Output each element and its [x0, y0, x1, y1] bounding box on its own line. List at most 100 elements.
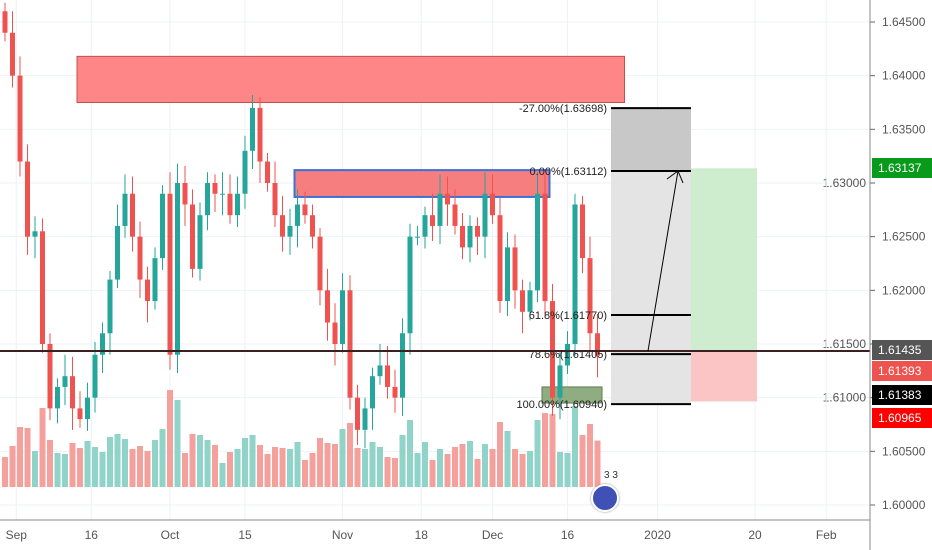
volume-bar	[504, 431, 511, 487]
volume-bar	[347, 423, 353, 487]
candle-body	[100, 333, 105, 355]
fib-level-label: 100.00%(1.60940)	[516, 399, 607, 411]
candle-body	[212, 182, 218, 194]
candle-body	[340, 290, 345, 344]
candle-body	[92, 354, 98, 398]
volume-bar	[234, 449, 241, 487]
candle-body	[385, 365, 390, 387]
candle-body	[10, 32, 15, 76]
candle-body	[580, 204, 585, 259]
volume-bar	[422, 442, 428, 487]
y-tick-label: 1.61000	[823, 391, 867, 405]
candle-body	[430, 215, 435, 226]
candle-body	[272, 182, 278, 216]
volume-bar	[107, 437, 113, 487]
volume-bar	[557, 452, 563, 487]
y-tick-label: 1.61500	[823, 337, 867, 351]
candle-body	[310, 215, 315, 237]
candle-body	[137, 236, 143, 280]
volume-bar	[32, 451, 38, 487]
volume-bar	[2, 457, 8, 487]
candle-body	[17, 75, 23, 162]
volume-bar	[279, 448, 286, 487]
volume-bar	[174, 400, 181, 487]
volume-bar	[587, 424, 593, 487]
volume-bar	[594, 440, 601, 487]
volume-bar	[242, 438, 248, 487]
volume-bar	[377, 447, 383, 487]
fib-level-label: 78.6%(1.61405)	[529, 349, 607, 361]
candle-body	[497, 215, 503, 302]
volume-bar	[324, 443, 331, 487]
candle-body	[160, 193, 165, 259]
long-position-target-zone	[691, 168, 757, 351]
volume-bar	[482, 444, 488, 487]
arrow-line	[647, 170, 679, 352]
volume-bar	[444, 454, 451, 487]
candle-body	[377, 365, 383, 377]
y-tick-label: 1.63500	[882, 122, 926, 136]
x-tick-label: 16	[85, 528, 99, 542]
volume-bar	[497, 422, 503, 487]
volume-bar	[489, 449, 496, 487]
volume-bar	[39, 408, 46, 487]
volume-bar	[474, 459, 481, 487]
candle-body	[467, 225, 473, 248]
volume-bar	[212, 445, 218, 487]
candle-body	[520, 290, 525, 312]
volume-bar	[317, 438, 323, 487]
y-tick-label: 1.63000	[823, 176, 867, 190]
volume-bar	[219, 463, 226, 487]
fib-level-label: 61.8%(1.61770)	[529, 310, 607, 322]
long-position-stop-zone	[691, 350, 757, 402]
demand-zone	[541, 386, 603, 404]
volume-bar	[204, 440, 211, 487]
volume-bar	[92, 447, 98, 487]
candle-body	[145, 279, 150, 302]
candle-body	[392, 386, 398, 398]
price-tag: 1.60965	[872, 408, 932, 428]
candle-body	[565, 343, 570, 366]
volume-bar	[69, 443, 76, 487]
candle-body	[205, 182, 210, 216]
candle-body	[460, 225, 465, 248]
y-tick-label: 1.62500	[882, 230, 926, 244]
volume-bar	[137, 446, 143, 487]
resistance-zone	[293, 169, 551, 198]
candle-body	[535, 193, 540, 291]
volume-bar	[452, 447, 458, 487]
volume-bar	[114, 434, 121, 487]
volume-bar	[227, 452, 233, 487]
volume-bar	[54, 453, 61, 487]
events-badge[interactable]	[591, 484, 619, 512]
volume-bar	[257, 445, 263, 487]
price-tag: 1.61393	[872, 361, 932, 381]
fib-extension-zone	[611, 108, 691, 171]
candle-body	[295, 204, 300, 226]
candle-body	[40, 231, 45, 344]
x-tick-label: Oct	[161, 528, 180, 542]
candle-body	[415, 236, 420, 238]
x-tick-label: Sep	[6, 528, 28, 542]
fib-retracement-zone	[611, 170, 691, 405]
volume-bar	[302, 460, 308, 487]
candle-body	[62, 376, 68, 387]
events-badge-count: 3 3	[604, 470, 618, 481]
volume-bar	[9, 446, 16, 487]
candle-body	[197, 215, 203, 269]
price-tag: 1.61435	[872, 340, 932, 360]
volume-bar	[384, 457, 391, 487]
volume-bar	[62, 454, 68, 487]
candle-body	[85, 397, 90, 420]
candle-body	[325, 290, 330, 323]
volume-bar	[272, 447, 278, 487]
volume-bar	[249, 435, 256, 487]
volume-bar	[152, 440, 158, 487]
supply-zone-top	[76, 55, 625, 103]
candle-body	[280, 215, 285, 237]
candle-body	[167, 193, 173, 355]
candle-body	[505, 247, 510, 302]
y-tick-label: 1.62000	[882, 283, 926, 297]
